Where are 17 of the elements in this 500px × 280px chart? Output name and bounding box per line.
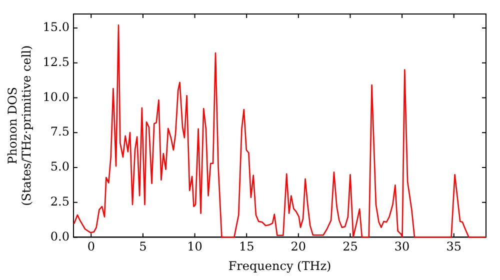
y-tick-label: 15.0 xyxy=(42,20,70,34)
y-axis-title: Phonon DOS (States/THz·primitive cell) xyxy=(5,45,34,206)
y-tick-label: 12.5 xyxy=(42,54,70,69)
x-tick-label: 10 xyxy=(187,240,202,254)
x-tick-label: 0 xyxy=(87,240,95,254)
y-tick-label: 10.0 xyxy=(42,90,70,104)
y-tick-label: 2.5 xyxy=(50,194,70,208)
x-axis-title: Frequency (THz) xyxy=(228,258,332,273)
y-tick-label: 5.0 xyxy=(50,160,70,174)
x-tick-label: 35 xyxy=(446,240,462,254)
x-tick-label: 15 xyxy=(238,240,254,254)
x-tick-label: 5 xyxy=(139,240,147,254)
x-tick-label: 20 xyxy=(290,240,306,254)
x-tick-label: 25 xyxy=(342,240,358,254)
y-tick-label: 7.5 xyxy=(50,124,70,139)
x-tick-label: 30 xyxy=(394,240,410,254)
y-tick-label: 0.0 xyxy=(50,229,70,244)
